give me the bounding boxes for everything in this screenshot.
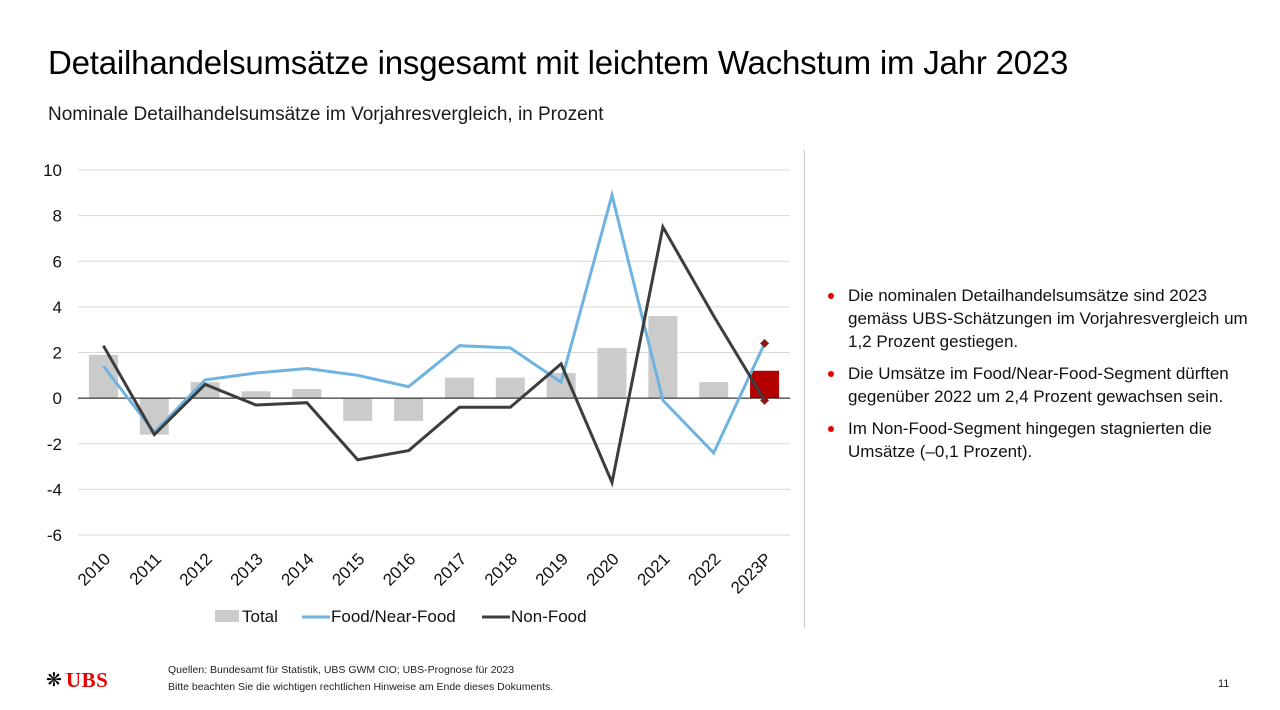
bar-total	[444, 377, 474, 399]
x-tick-label: 2021	[634, 549, 674, 589]
bar-total	[343, 398, 373, 421]
legend-swatch-total	[215, 610, 239, 622]
footer-notes: Quellen: Bundesamt für Statistik, UBS GW…	[168, 662, 553, 696]
bar-total	[241, 391, 271, 399]
legend-label-food: Food/Near-Food	[331, 607, 456, 626]
y-tick-label: -6	[47, 526, 62, 545]
legend-label-nonfood: Non-Food	[511, 607, 587, 626]
x-tick-label: 2014	[278, 549, 318, 589]
y-tick-label: -4	[47, 480, 62, 499]
bar-total	[495, 377, 525, 399]
bar-total	[597, 347, 627, 399]
three-keys-icon: ❋	[46, 669, 62, 691]
key-point: Die nominalen Detailhandelsumsätze sind …	[822, 284, 1262, 353]
bullet-dot-icon	[828, 371, 834, 377]
x-tick-label: 2017	[430, 549, 470, 589]
x-tick-label: 2011	[126, 549, 165, 588]
x-tick-label: 2012	[176, 549, 216, 589]
key-point: Die Umsätze im Food/Near-Food-Segment dü…	[822, 362, 1262, 408]
logo-wordmark: UBS	[65, 668, 109, 692]
bullet-dot-icon	[828, 293, 834, 299]
bar-total	[394, 398, 424, 421]
bar-total	[699, 382, 729, 399]
x-tick-label: 2022	[684, 549, 724, 589]
key-points-list: Die nominalen Detailhandelsumsätze sind …	[822, 284, 1262, 472]
page-title: Detailhandelsumsätze insgesamt mit leich…	[48, 44, 1069, 81]
page-number: 11	[1218, 678, 1230, 690]
x-tick-label: 2010	[74, 549, 114, 589]
x-tick-label: 2016	[379, 549, 419, 589]
y-tick-label: -2	[47, 435, 62, 454]
point-marker-2023p	[760, 338, 770, 348]
x-tick-label: 2020	[583, 549, 623, 589]
x-tick-label: 2013	[227, 549, 267, 589]
y-tick-label: 0	[53, 389, 62, 408]
series-line-food	[102, 189, 766, 456]
vertical-divider	[804, 150, 805, 628]
y-tick-label: 4	[53, 298, 62, 317]
disclaimer-note: Bitte beachten Sie die wichtigen rechtli…	[168, 681, 554, 693]
ubs-logo: ❋ UBS	[46, 668, 108, 693]
page-subtitle: Nominale Detailhandelsumsätze im Vorjahr…	[48, 104, 604, 125]
legend-label-total: Total	[242, 607, 278, 626]
point-marker-2023p	[760, 395, 770, 405]
series-line-nonfood	[102, 222, 766, 488]
y-tick-label: 6	[53, 252, 62, 271]
y-tick-label: 10	[43, 161, 62, 180]
retail-sales-chart: 10 8 6 4 2 0 -2 -4 -6 2010 2011 2012 2013 2014 2015 201…	[43, 161, 790, 626]
x-tick-label: 2023P	[727, 549, 775, 597]
x-tick-label: 2015	[328, 549, 368, 589]
x-tick-label: 2019	[532, 549, 572, 589]
y-tick-label: 8	[53, 207, 62, 226]
key-point: Im Non-Food-Segment hingegen stagnierten…	[822, 417, 1262, 463]
bar-total	[292, 389, 322, 399]
y-tick-label: 2	[53, 344, 62, 363]
sources-note: Quellen: Bundesamt für Statistik, UBS GW…	[168, 664, 515, 676]
bullet-dot-icon	[828, 426, 834, 432]
x-tick-label: 2018	[481, 549, 521, 589]
